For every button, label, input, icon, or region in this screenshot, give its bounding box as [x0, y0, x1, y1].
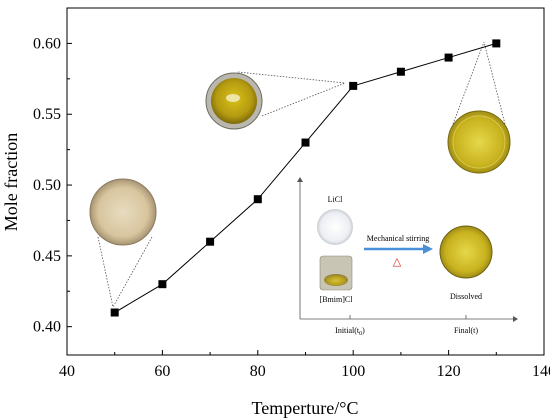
data-point — [444, 53, 453, 62]
axes: 40 60 80 100 120 140 0.40 0.45 0.50 0.55 0.60 — [33, 7, 550, 380]
initial-time-close: ) — [362, 326, 365, 335]
series-layer — [110, 39, 501, 317]
y-tick-label: 0.55 — [33, 106, 61, 123]
y-tick-label: 0.40 — [33, 319, 61, 336]
guide-line — [483, 41, 506, 125]
initial-time-subscript: 0 — [359, 331, 362, 337]
data-point — [253, 195, 262, 204]
y-tick-label: 0.50 — [33, 177, 61, 194]
data-point — [301, 138, 310, 147]
x-tick-label: 80 — [250, 363, 266, 380]
process-label: Mechanical stirring — [367, 234, 429, 243]
data-point — [396, 67, 405, 76]
bmim-label: [Bmim]Cl — [320, 295, 354, 304]
y-tick-label: 0.60 — [33, 35, 61, 52]
final-time-label: Final(t) — [454, 326, 478, 335]
fully-dissolved-dish — [447, 110, 511, 174]
x-tick-label: 60 — [154, 363, 170, 380]
intermediate-sample-photo — [205, 71, 346, 130]
data-point — [206, 237, 215, 246]
x-tick-label: 40 — [59, 363, 75, 380]
data-point — [110, 308, 119, 317]
dissolved-solution-photo — [439, 225, 493, 279]
process-inset: LiCl [Bmim]Cl Mechanical stirring △ Diss… — [297, 177, 518, 337]
licl-powder-photo — [317, 209, 353, 245]
dish-inner-rim — [94, 183, 152, 241]
data-point — [349, 81, 358, 90]
inset-x-arrowhead — [513, 316, 518, 322]
heat-symbol: △ — [393, 255, 402, 268]
dissolved-label: Dissolved — [450, 292, 482, 301]
photo-insets — [89, 41, 511, 308]
final-sample-photo — [447, 41, 511, 174]
x-axis-title: Temperture/°C — [252, 398, 359, 418]
process-arrowhead — [423, 244, 433, 254]
dish-inner-rim — [452, 115, 506, 169]
guide-line — [97, 236, 114, 308]
bmim-liquid — [324, 274, 348, 286]
x-tick-label: 100 — [341, 363, 365, 380]
licl-label: LiCl — [328, 195, 343, 204]
beige-powder-dish — [89, 178, 157, 246]
initial-sample-photo — [89, 178, 157, 308]
data-point — [158, 280, 167, 289]
guide-line — [112, 236, 153, 308]
undissolved-particle — [226, 94, 240, 102]
y-axis-title: Mole fraction — [1, 133, 21, 231]
guide-line — [452, 41, 485, 125]
x-tick-label: 120 — [437, 363, 461, 380]
data-point — [492, 39, 501, 48]
initial-time-text: Initial(t — [335, 326, 360, 335]
inset-y-arrowhead — [297, 177, 303, 182]
initial-time-label: Initial(t0) — [335, 326, 365, 337]
x-tick-label: 140 — [532, 363, 550, 380]
y-tick-label: 0.45 — [33, 248, 61, 265]
